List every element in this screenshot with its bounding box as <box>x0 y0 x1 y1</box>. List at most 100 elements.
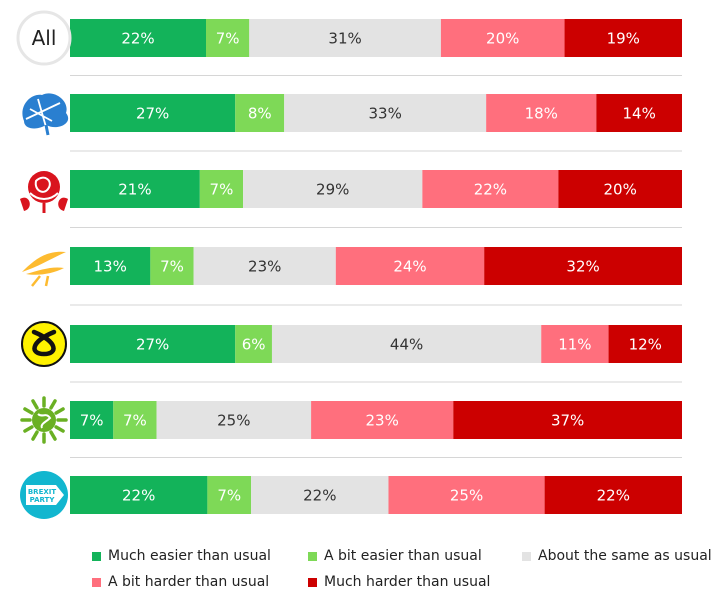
all-circle-border <box>16 10 72 66</box>
tree-canopy <box>22 93 69 129</box>
bar-segment-all-much-easier-than-usual <box>70 19 206 57</box>
legend-swatch-bit-easier <box>308 551 317 561</box>
data-label: 22% <box>597 487 630 505</box>
data-label: 7% <box>160 258 184 276</box>
data-label: 7% <box>80 412 104 430</box>
bird-wing-lower <box>26 267 64 275</box>
data-label: 7% <box>216 30 240 48</box>
data-label: 22% <box>303 487 336 505</box>
bar-segment-snp-about-the-same-as-usual <box>271 325 542 363</box>
all-circle-icon: All <box>16 10 72 66</box>
brexit-arrow <box>26 485 64 505</box>
rose-bloom <box>28 171 60 203</box>
data-label: 7% <box>123 412 147 430</box>
data-label: 32% <box>566 258 599 276</box>
green-ray <box>31 430 39 441</box>
bar-segment-labour-much-easier-than-usual <box>70 170 200 208</box>
legend-swatch-much-harder <box>308 577 317 587</box>
data-label: 13% <box>94 258 127 276</box>
green-party-icon <box>20 396 68 444</box>
data-label: 6% <box>242 336 266 354</box>
bar-segment-all-a-bit-easier-than-usual <box>206 19 250 57</box>
bar-segment-brexit-party-a-bit-easier-than-usual <box>207 476 252 514</box>
bar-row-brexit-party: 22% 7% 22% 25% 22% <box>70 476 682 514</box>
bird-wing-upper <box>22 251 66 272</box>
legend-swatch-bit-harder <box>92 577 101 587</box>
legend-item-bit-harder: A bit harder than usual <box>92 574 269 590</box>
data-label: 23% <box>366 412 399 430</box>
data-label: 21% <box>118 181 151 199</box>
conservative-tree-icon <box>22 93 69 136</box>
legend-label-bit-easier: A bit easier than usual <box>324 548 482 564</box>
brexit-logo-text-2: PARTY <box>30 496 56 504</box>
legend-item-same: About the same as usual <box>522 548 712 564</box>
labour-rose-icon <box>20 171 68 213</box>
bar-segment-labour-a-bit-harder-than-usual <box>422 170 559 208</box>
green-ray <box>54 407 65 415</box>
green-globe-land <box>37 413 52 429</box>
legend-label-same: About the same as usual <box>538 548 712 564</box>
libdem-bird-icon <box>22 251 66 287</box>
legend-label-much-harder: Much harder than usual <box>324 574 491 590</box>
snp-logo-icon <box>21 321 67 367</box>
legend-swatch-much-easier <box>92 551 101 561</box>
data-label: 29% <box>316 181 349 199</box>
stacked-bar-chart: 22% 7% 31% 20% 19%27% 8% 33% 18% 14%21% 7% 29% 22% 2… <box>16 10 682 519</box>
data-label: 37% <box>551 412 584 430</box>
bar-segment-green-a-bit-easier-than-usual <box>113 401 157 439</box>
bar-segment-labour-a-bit-easier-than-usual <box>199 170 244 208</box>
legend-item-much-easier: Much easier than usual <box>92 548 271 564</box>
green-ray <box>23 425 34 433</box>
rose-petal-lower <box>29 192 59 200</box>
data-label: 14% <box>622 105 655 123</box>
data-label: 27% <box>136 336 169 354</box>
bar-row-conservative: 27% 8% 33% 18% 14% <box>70 94 682 132</box>
data-label: 22% <box>474 181 507 199</box>
bar-segment-conservative-about-the-same-as-usual <box>284 94 487 132</box>
bar-segment-snp-a-bit-harder-than-usual <box>541 325 609 363</box>
bar-segment-snp-a-bit-easier-than-usual <box>235 325 272 363</box>
bar-segment-labour-much-harder-than-usual <box>558 170 682 208</box>
data-label: 22% <box>121 30 154 48</box>
data-label: 25% <box>450 487 483 505</box>
green-ray <box>54 425 65 433</box>
data-label: 25% <box>217 412 250 430</box>
bar-segment-conservative-much-easier-than-usual <box>70 94 236 132</box>
data-label: 24% <box>393 258 426 276</box>
data-label: 8% <box>248 105 272 123</box>
tree-trunk <box>44 124 50 136</box>
green-ray <box>49 399 57 410</box>
legend-item-much-harder: Much harder than usual <box>308 574 490 590</box>
legend-swatch-same <box>522 551 531 561</box>
data-label: 27% <box>136 105 169 123</box>
bar-segment-all-a-bit-harder-than-usual <box>440 19 565 57</box>
bird-tail <box>31 275 50 287</box>
bar-segment-green-about-the-same-as-usual <box>156 401 312 439</box>
bar-segment-conservative-much-harder-than-usual <box>596 94 682 132</box>
bar-segment-liberal-democrats-much-easier-than-usual <box>70 247 151 285</box>
data-label: 22% <box>122 487 155 505</box>
data-label: 33% <box>369 105 402 123</box>
data-label: 18% <box>525 105 558 123</box>
data-label: 20% <box>604 181 637 199</box>
rose-leaf-right <box>58 197 68 211</box>
bar-row-green: 7% 7% 25% 23% 37% <box>70 401 682 439</box>
green-ray <box>49 430 57 441</box>
bar-segment-brexit-party-a-bit-harder-than-usual <box>388 476 545 514</box>
data-label: 44% <box>390 336 423 354</box>
green-globe <box>32 408 56 432</box>
bar-segment-all-much-harder-than-usual <box>564 19 682 57</box>
tree-branches <box>25 98 61 128</box>
data-label: 19% <box>607 30 640 48</box>
bar-segment-brexit-party-much-harder-than-usual <box>544 476 682 514</box>
bar-segment-liberal-democrats-a-bit-harder-than-usual <box>335 247 485 285</box>
bar-segment-snp-much-easier-than-usual <box>70 325 236 363</box>
bar-segment-liberal-democrats-much-harder-than-usual <box>484 247 682 285</box>
data-label: 23% <box>248 258 281 276</box>
bar-segment-conservative-a-bit-harder-than-usual <box>486 94 597 132</box>
data-label: 12% <box>629 336 662 354</box>
row-label-all: All <box>32 26 57 50</box>
snp-loop <box>31 329 57 357</box>
data-label: 20% <box>486 30 519 48</box>
